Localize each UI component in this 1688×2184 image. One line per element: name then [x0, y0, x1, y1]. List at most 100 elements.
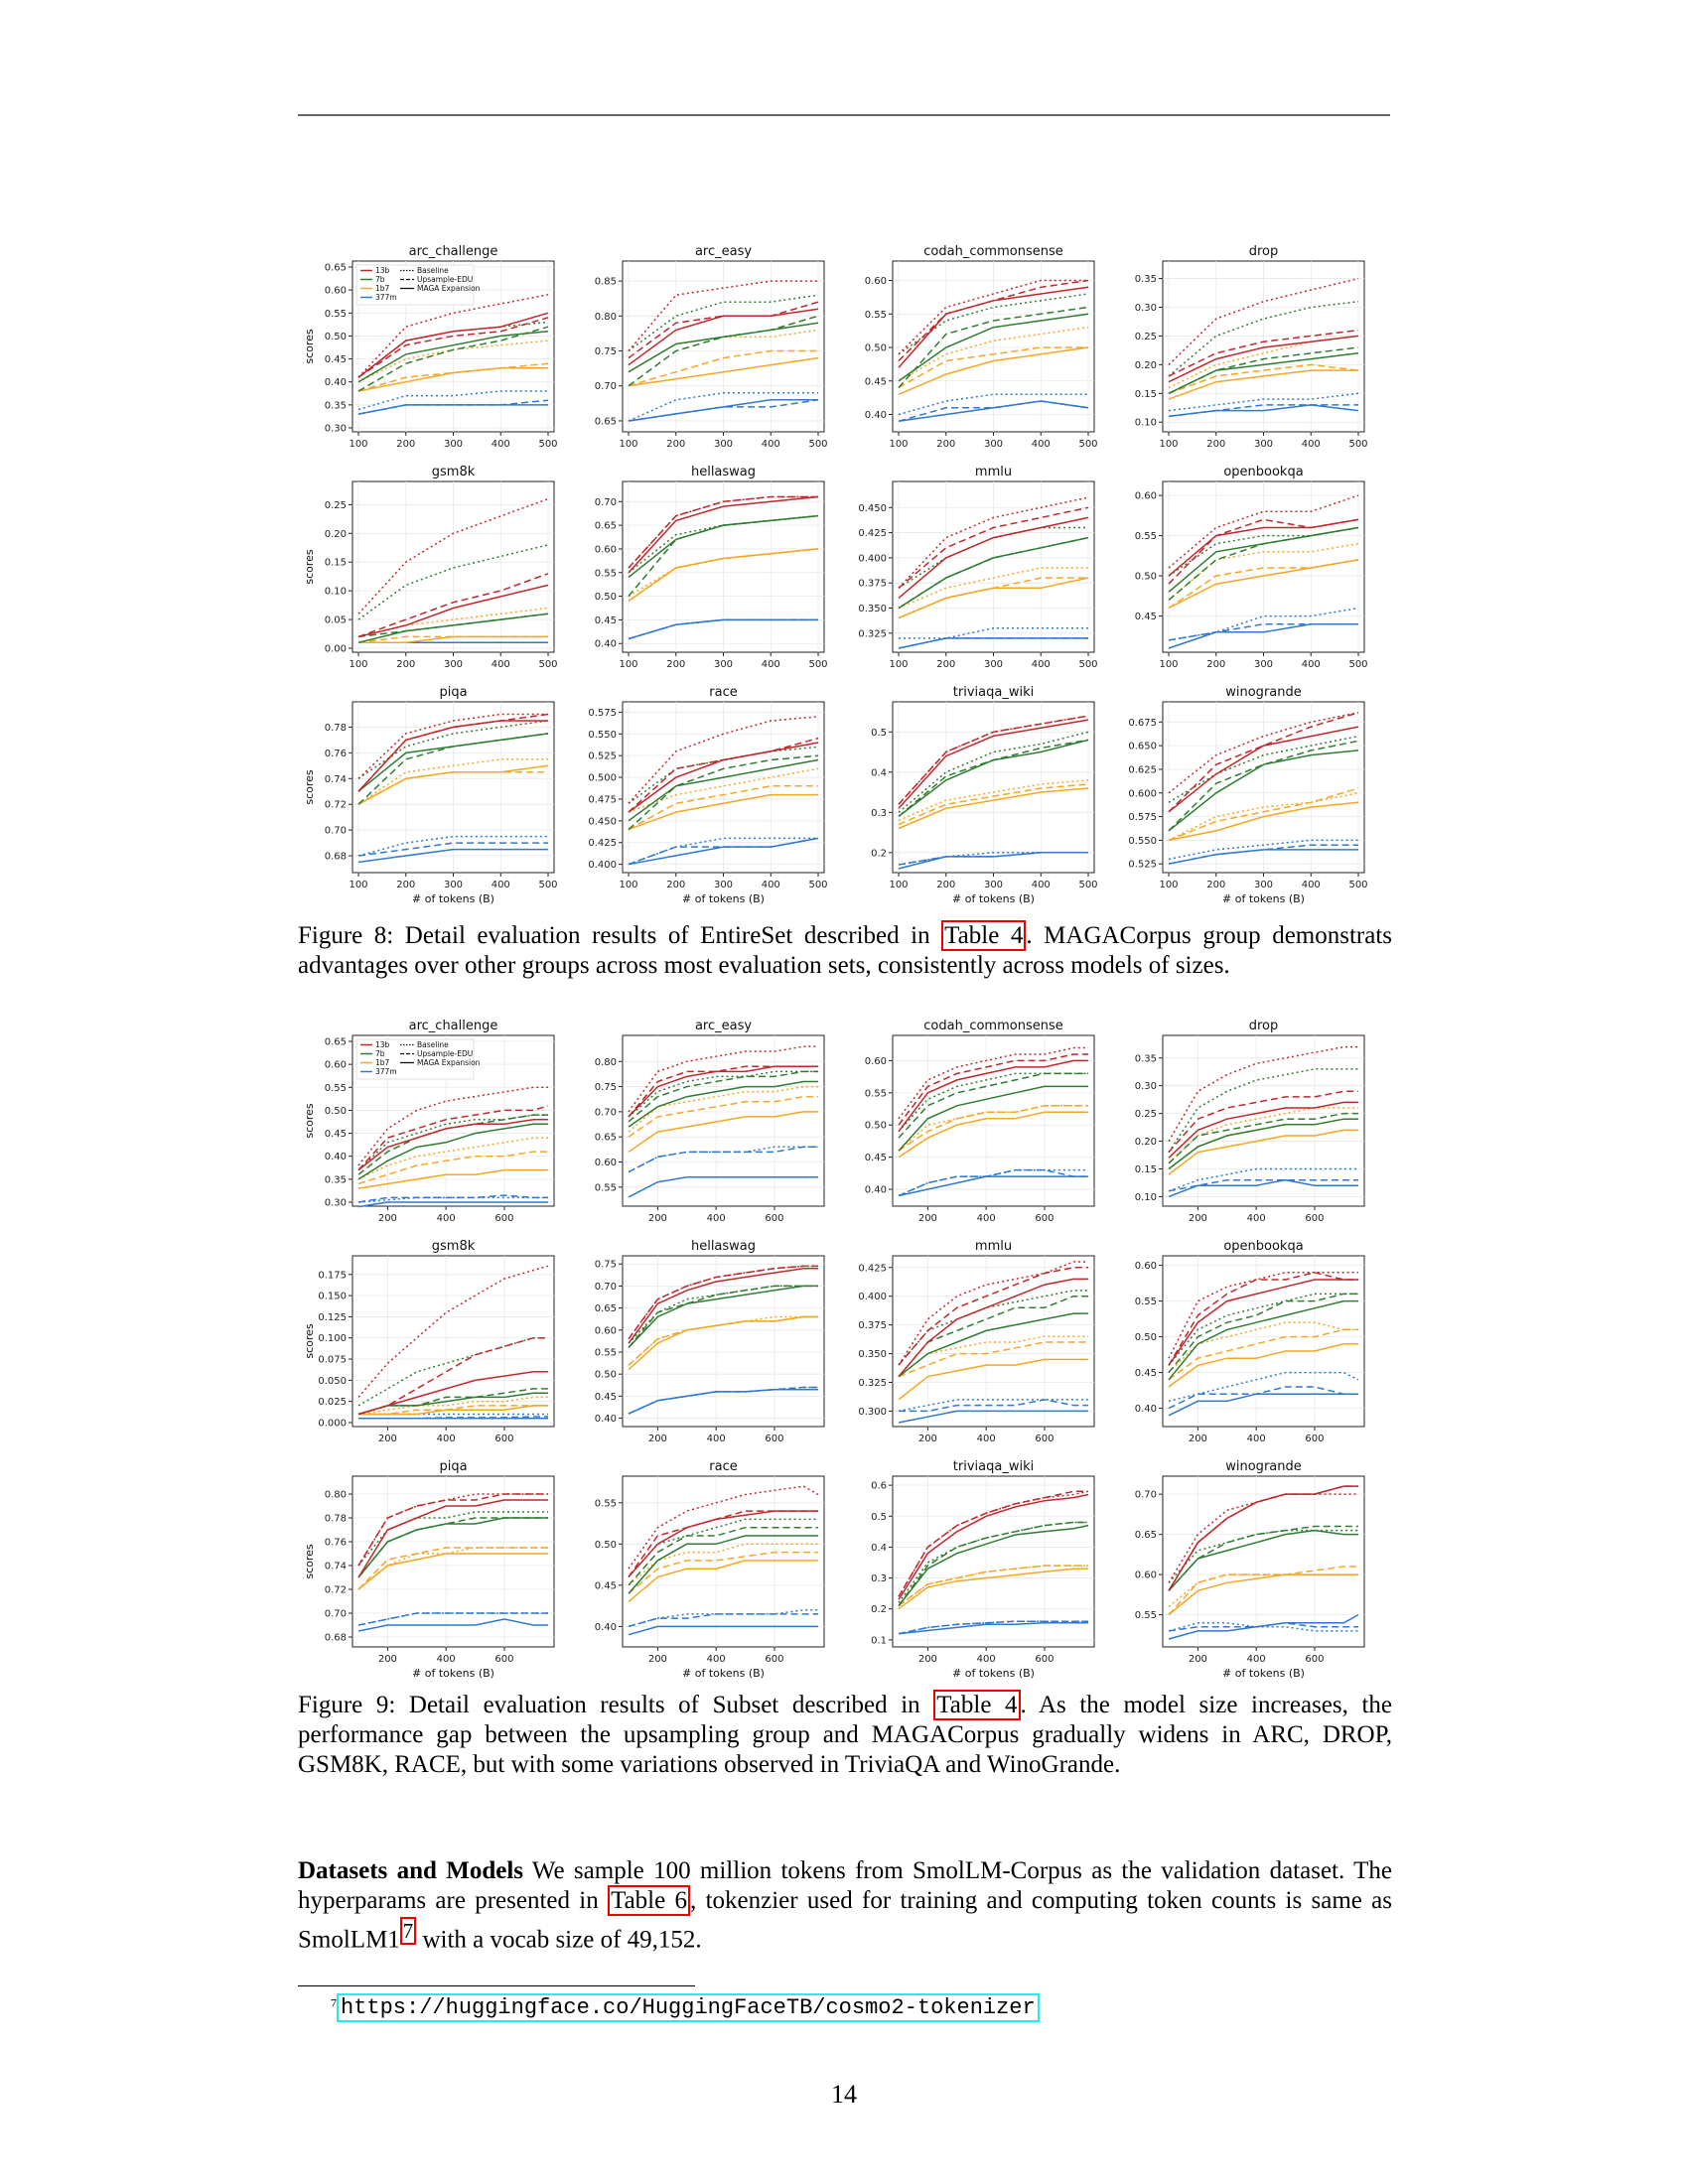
series-13b-baseline — [898, 279, 1088, 355]
x-tick-label: 200 — [378, 1654, 397, 1665]
footnote-7-link[interactable]: 7 — [399, 1917, 417, 1945]
x-tick-label: 500 — [1078, 659, 1097, 670]
y-axis-label: scores — [303, 1544, 316, 1579]
series-13b-upsample-edu — [628, 301, 819, 359]
x-tick-label: 200 — [666, 659, 685, 670]
y-tick-label: 0.78 — [325, 723, 347, 734]
legend-box — [355, 1038, 475, 1080]
y-tick-label: 0.075 — [318, 1355, 347, 1366]
y-tick-label: 0.80 — [595, 1057, 617, 1068]
series-1b7-upsample-edu — [357, 1151, 548, 1185]
x-tick-label: 600 — [1305, 1654, 1324, 1665]
series-13b-upsample-edu — [898, 506, 1089, 589]
y-tick-label: 0.35 — [325, 1174, 347, 1185]
series-1b7-baseline — [898, 326, 1089, 382]
series-1b7-upsample-edu — [628, 785, 818, 831]
y-tick-label: 0.55 — [325, 309, 347, 320]
x-tick-label: 500 — [1078, 439, 1097, 450]
x-tick-label: 300 — [1254, 880, 1273, 890]
x-tick-label: 500 — [808, 880, 827, 890]
x-tick-label: 100 — [889, 880, 908, 890]
table-4-link[interactable]: Table 4 — [941, 920, 1027, 951]
series-7b-upsample-edu — [1168, 740, 1359, 832]
y-tick-label: 0.1 — [871, 1635, 887, 1646]
series-1b7-maga-expansion — [898, 346, 1089, 395]
panel-codah-commonsense: codah_commonsense 0.40 0.45 0.50 0.55 0.60 100… — [865, 244, 1098, 450]
y-tick-label: 0.55 — [595, 1498, 617, 1509]
series-13b-maga-expansion — [1168, 726, 1359, 813]
y-tick-label: 0.15 — [1135, 389, 1157, 400]
x-axis-label: # of tokens (B) — [1222, 892, 1305, 905]
series-13b-baseline — [628, 495, 818, 569]
y-tick-label: 0.6 — [871, 1481, 887, 1492]
series-1b7-maga-expansion — [357, 764, 549, 805]
series-1b7-maga-expansion — [628, 356, 819, 387]
y-tick-label: 0.55 — [1135, 1297, 1157, 1307]
y-tick-label: 0.55 — [595, 1182, 617, 1193]
series-7b-maga-expansion — [898, 1524, 1089, 1607]
series-7b-maga-expansion — [898, 536, 1089, 610]
series-7b-upsample-edu — [357, 326, 549, 392]
series-7b-maga-expansion — [628, 1285, 818, 1349]
y-tick-label: 0.25 — [325, 500, 347, 511]
x-tick-label: 300 — [714, 439, 733, 450]
series-1b7-baseline — [898, 779, 1089, 822]
x-tick-label: 300 — [1254, 659, 1273, 670]
series-377m-maga-expansion — [1168, 849, 1358, 865]
legend-label-baseline: Baseline — [417, 266, 449, 275]
table-4-link[interactable]: Table 4 — [933, 1690, 1021, 1720]
series-7b-baseline — [898, 1072, 1088, 1133]
series-377m-upsample-edu — [628, 1146, 818, 1173]
series-13b-upsample-edu — [1168, 1272, 1358, 1366]
y-tick-label: 0.55 — [325, 1083, 347, 1094]
panel-race: race 0.40 0.45 0.50 0.55 200 400 600# of tokens… — [595, 1459, 825, 1680]
x-tick-label: 200 — [666, 880, 685, 890]
series-7b-maga-expansion — [898, 313, 1089, 382]
series-7b-baseline — [898, 731, 1089, 813]
x-tick-label: 200 — [648, 1213, 667, 1224]
x-axis-label: # of tokens (B) — [952, 1667, 1035, 1680]
tokenizer-url-link[interactable]: https://huggingface.co/HuggingFaceTB/cos… — [337, 1993, 1040, 2022]
series-13b-maga-expansion — [898, 516, 1089, 599]
plot-frame — [352, 1475, 555, 1648]
y-tick-label: 0.65 — [325, 1037, 347, 1048]
y-tick-label: 0.75 — [595, 1260, 617, 1271]
y-tick-label: 0.550 — [1128, 836, 1157, 847]
y-tick-label: 0.40 — [325, 377, 347, 388]
series-377m-upsample-edu — [898, 1168, 1088, 1197]
series-7b-maga-expansion — [898, 1312, 1088, 1378]
x-tick-label: 500 — [1078, 880, 1097, 890]
panel-title: piqa — [439, 1459, 467, 1474]
y-tick-label: 0.60 — [325, 1060, 347, 1071]
series-377m-baseline — [1168, 1622, 1358, 1632]
series-7b-upsample-edu — [628, 315, 819, 387]
x-tick-label: 200 — [396, 659, 415, 670]
x-tick-label: 400 — [1302, 659, 1321, 670]
series-1b7-maga-expansion — [898, 1358, 1088, 1401]
series-13b-maga-expansion — [1168, 1101, 1358, 1159]
x-tick-label: 200 — [396, 880, 415, 890]
y-axis-label: scores — [303, 1103, 316, 1139]
x-tick-label: 400 — [1302, 880, 1321, 890]
x-tick-label: 600 — [1035, 1213, 1054, 1224]
series-13b-upsample-edu — [357, 573, 549, 638]
series-1b7-upsample-edu — [1168, 787, 1359, 842]
y-tick-label: 0.72 — [325, 800, 347, 811]
legend-label-377m: 377m — [375, 293, 397, 302]
series-377m-upsample-edu — [1168, 1178, 1358, 1192]
series-7b-upsample-edu — [1168, 1293, 1358, 1374]
x-tick-label: 400 — [977, 1433, 996, 1444]
y-tick-label: 0.2 — [871, 848, 887, 859]
legend-label-upsample-edu: Upsample-EDU — [417, 275, 473, 284]
series-13b-baseline — [628, 716, 819, 804]
y-tick-label: 0.40 — [865, 410, 887, 421]
x-tick-label: 400 — [762, 880, 780, 890]
series-1b7-maga-expansion — [1168, 369, 1358, 400]
series-7b-maga-expansion — [628, 514, 819, 579]
paragraph-text-2: , tokenzier used for training and comput… — [298, 1887, 1392, 1954]
series-377m-upsample-edu — [628, 399, 819, 422]
x-tick-label: 600 — [494, 1433, 513, 1444]
table-6-link[interactable]: Table 6 — [608, 1885, 691, 1916]
series-7b-maga-expansion — [357, 1392, 548, 1416]
y-tick-label: 0.15 — [325, 558, 347, 569]
